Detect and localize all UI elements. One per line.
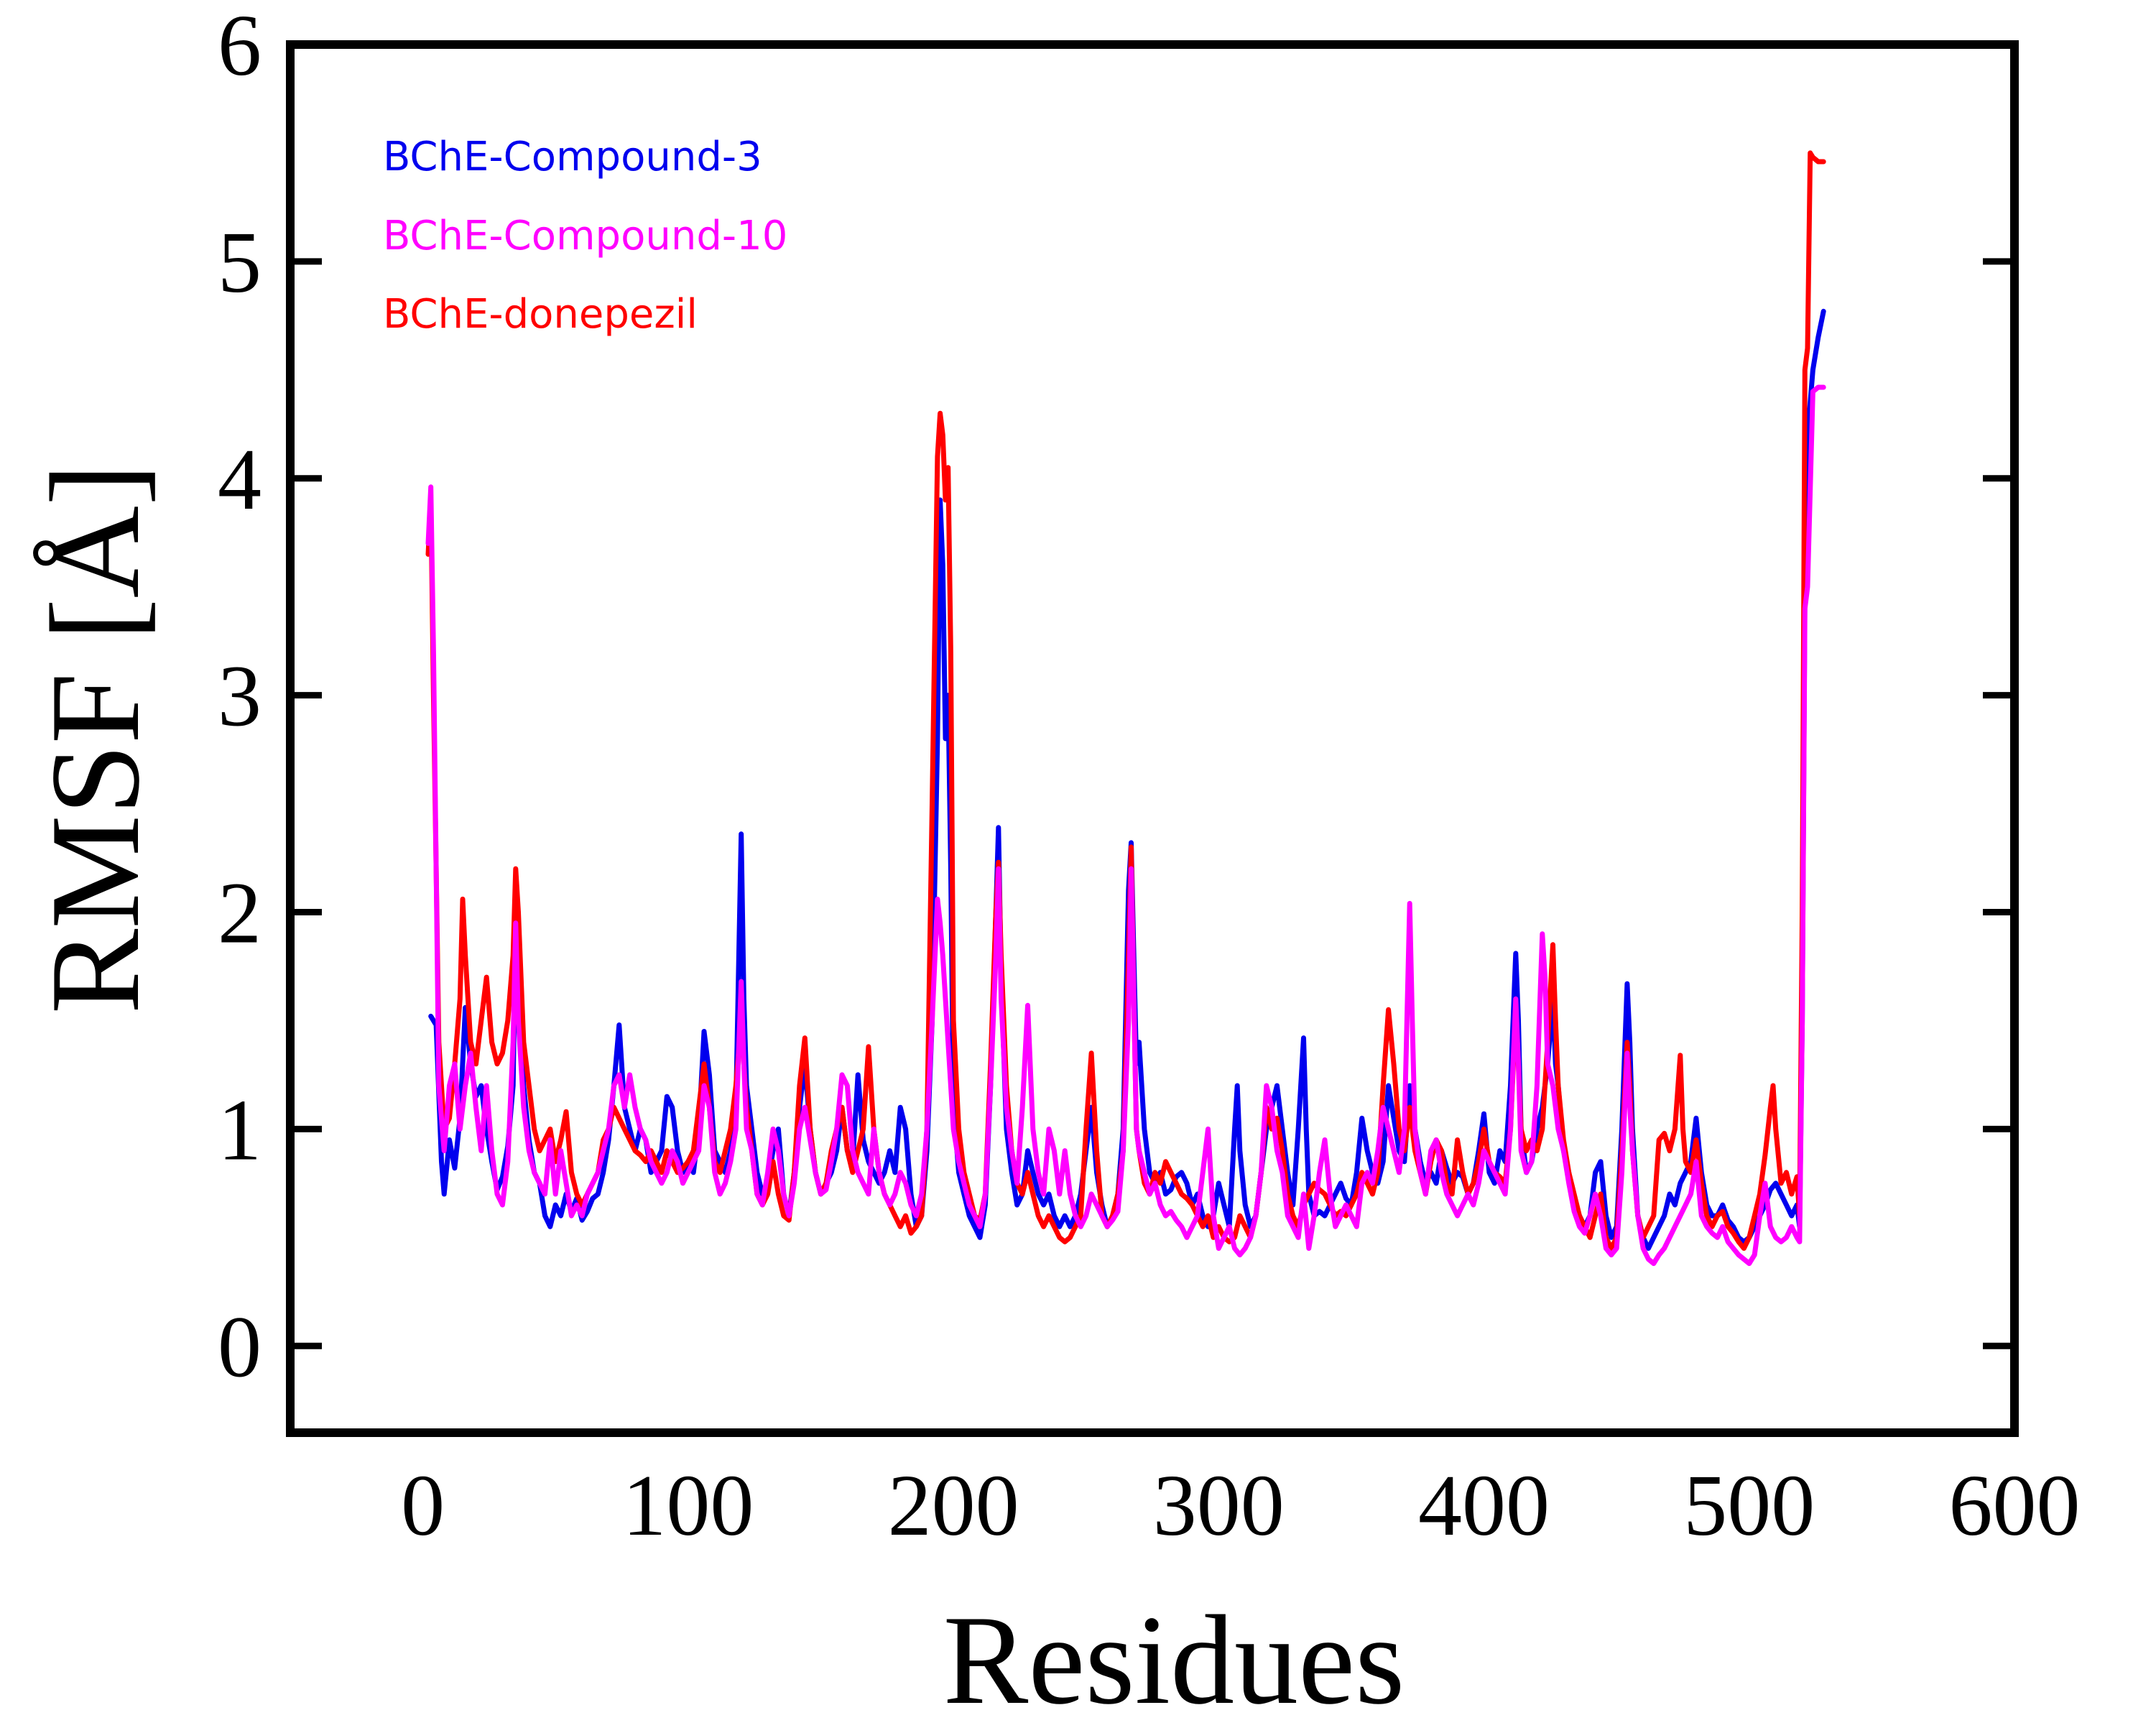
- y-tick-label-6: 6: [218, 0, 262, 94]
- tick-marks: [290, 41, 2014, 1349]
- x-tick-label-600: 600: [1949, 1457, 2081, 1554]
- x-tick-label-500: 500: [1683, 1457, 1815, 1554]
- y-tick-label-3: 3: [218, 648, 262, 745]
- legend: BChE-Compound-3 BChE-Compound-10 BChE-do…: [383, 134, 787, 338]
- series-line-bche-compound-3: [428, 308, 1826, 1251]
- series-layer: [425, 150, 1826, 1266]
- x-tick-label-0: 0: [401, 1457, 445, 1554]
- legend-entry-compound-10: BChE-Compound-10: [383, 213, 787, 259]
- legend-entry-compound-3: BChE-Compound-3: [383, 134, 762, 180]
- tick-labels: 0 1 2 3 4 5 6 0 100 200 300 400 500 600: [218, 0, 2081, 1554]
- y-tick-label-2: 2: [218, 865, 262, 962]
- series-line-bche-compound-10: [425, 384, 1826, 1266]
- y-tick-label-5: 5: [218, 214, 262, 311]
- legend-entry-donepezil: BChE-donepezil: [383, 291, 698, 338]
- x-tick-label-100: 100: [622, 1457, 754, 1554]
- y-tick-label-1: 1: [218, 1081, 262, 1178]
- x-tick-label-200: 200: [888, 1457, 1019, 1554]
- plot-area-frame: [286, 40, 2019, 1437]
- y-axis-title: RMSF [Å]: [24, 463, 166, 1015]
- y-tick-label-0: 0: [218, 1298, 262, 1395]
- x-axis-title: Residues: [943, 1589, 1405, 1728]
- y-tick-label-4: 4: [218, 431, 262, 528]
- x-tick-label-400: 400: [1418, 1457, 1550, 1554]
- x-tick-label-300: 300: [1153, 1457, 1285, 1554]
